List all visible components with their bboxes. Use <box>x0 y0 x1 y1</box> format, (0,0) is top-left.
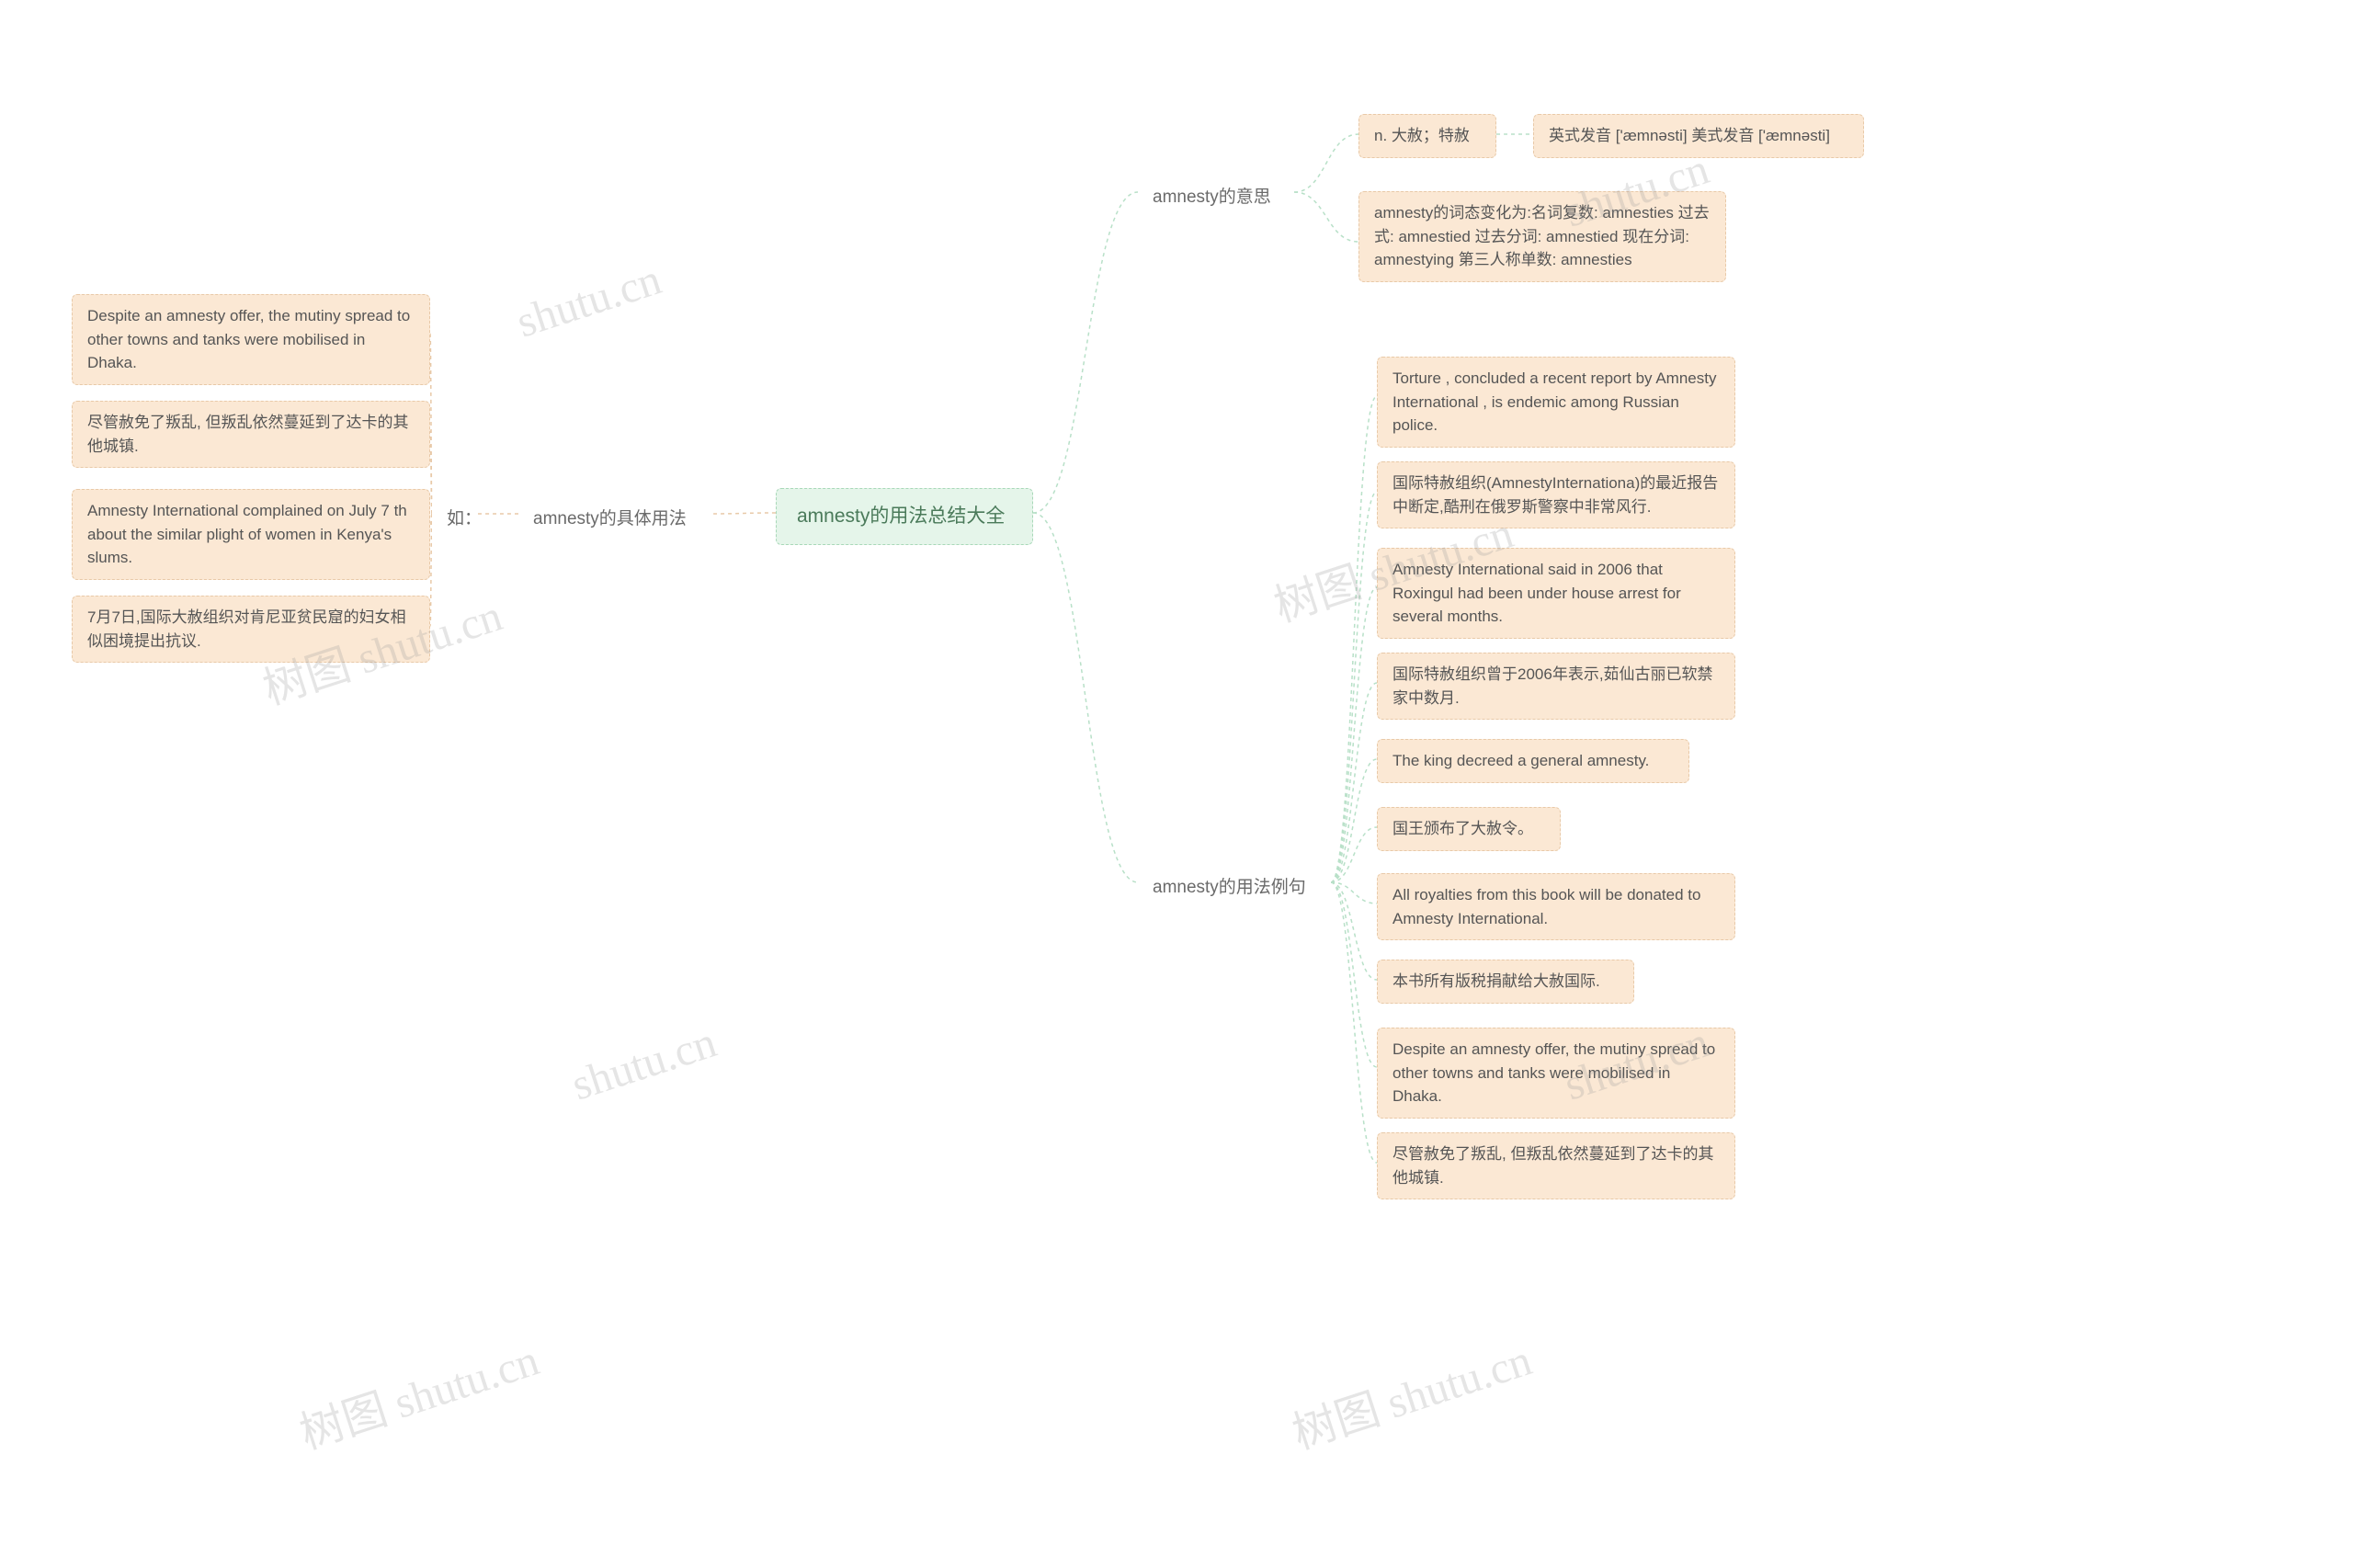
leaf-example-0[interactable]: Torture , concluded a recent report by A… <box>1377 357 1735 448</box>
leaf-meaning-0[interactable]: n. 大赦；特赦 <box>1358 114 1496 158</box>
leaf-example-2[interactable]: Amnesty International said in 2006 that … <box>1377 548 1735 639</box>
leaf-meaning-1[interactable]: amnesty的词态变化为:名词复数: amnesties 过去式: amnes… <box>1358 191 1726 282</box>
leaf-meaning-0b[interactable]: 英式发音 ['æmnəsti] 美式发音 ['æmnəsti] <box>1533 114 1864 158</box>
watermark: shutu.cn <box>565 1017 722 1110</box>
leaf-left-0[interactable]: Despite an amnesty offer, the mutiny spr… <box>72 294 430 385</box>
leaf-left-2[interactable]: Amnesty International complained on July… <box>72 489 430 580</box>
branch-examples[interactable]: amnesty的用法例句 <box>1138 866 1331 911</box>
branch-meaning[interactable]: amnesty的意思 <box>1138 176 1294 221</box>
leaf-example-5[interactable]: 国王颁布了大赦令。 <box>1377 807 1561 851</box>
leaf-example-8[interactable]: Despite an amnesty offer, the mutiny spr… <box>1377 1028 1735 1119</box>
branch-usage[interactable]: amnesty的具体用法 <box>518 497 711 542</box>
watermark: 树图 shutu.cn <box>1283 1324 1539 1461</box>
leaf-example-3[interactable]: 国际特赦组织曾于2006年表示,茹仙古丽已软禁家中数月. <box>1377 653 1735 720</box>
leaf-example-6[interactable]: All royalties from this book will be don… <box>1377 873 1735 940</box>
watermark: 树图 shutu.cn <box>290 1324 546 1461</box>
branch-eg[interactable]: 如： <box>432 497 478 542</box>
leaf-example-4[interactable]: The king decreed a general amnesty. <box>1377 739 1689 783</box>
leaf-left-3[interactable]: 7月7日,国际大赦组织对肯尼亚贫民窟的妇女相似困境提出抗议. <box>72 596 430 663</box>
leaf-left-1[interactable]: 尽管赦免了叛乱, 但叛乱依然蔓延到了达卡的其他城镇. <box>72 401 430 468</box>
watermark: shutu.cn <box>510 254 666 347</box>
connector-layer <box>0 0 2353 1568</box>
root-node[interactable]: amnesty的用法总结大全 <box>776 488 1033 545</box>
leaf-example-7[interactable]: 本书所有版税捐献给大赦国际. <box>1377 960 1634 1004</box>
leaf-example-9[interactable]: 尽管赦免了叛乱, 但叛乱依然蔓延到了达卡的其他城镇. <box>1377 1132 1735 1199</box>
leaf-example-1[interactable]: 国际特赦组织(AmnestyInternationa)的最近报告中断定,酷刑在俄… <box>1377 461 1735 528</box>
